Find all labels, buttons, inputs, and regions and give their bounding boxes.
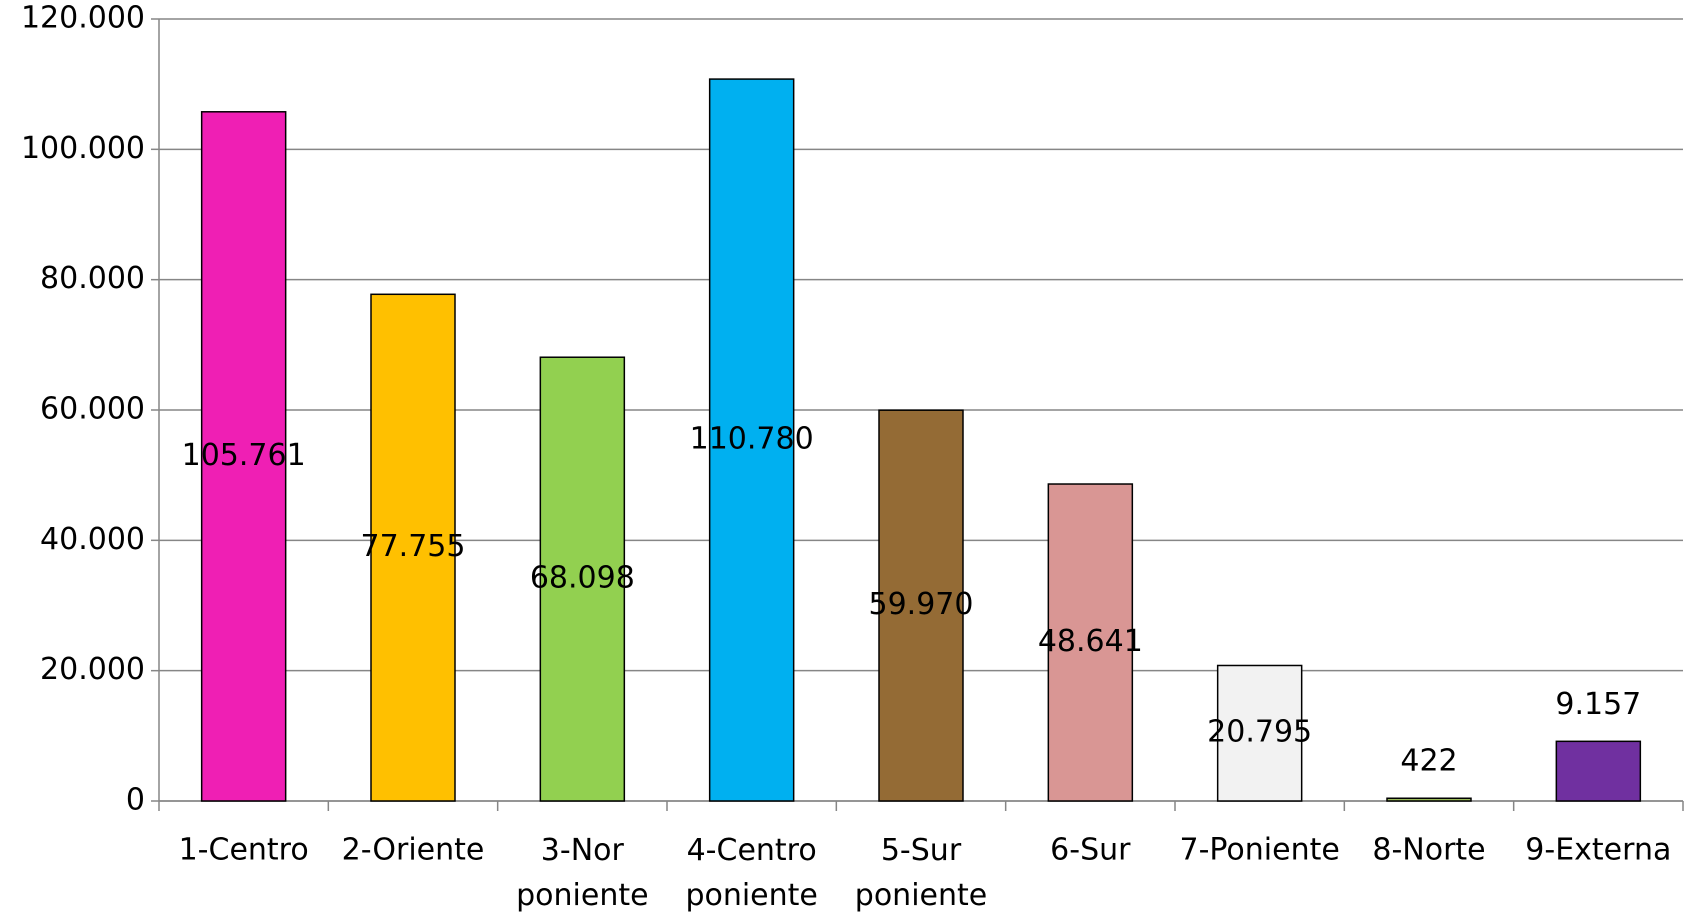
- data-label: 68.098: [530, 561, 635, 596]
- bar: [370, 293, 456, 802]
- bar: [1216, 664, 1303, 802]
- x-tick-label: 2-Oriente: [342, 833, 485, 868]
- data-label: 422: [1400, 744, 1457, 779]
- y-tick-label: 80.000: [40, 261, 145, 296]
- data-label: 77.755: [361, 529, 466, 564]
- x-tick-label: 1-Centro: [179, 833, 309, 868]
- y-tick-label: 40.000: [40, 522, 145, 557]
- data-label: 48.641: [1038, 624, 1143, 659]
- x-tick-label: 8-Norte: [1372, 833, 1485, 868]
- x-tick-label: 4-Centro poniente: [685, 833, 817, 913]
- bar: [878, 409, 964, 802]
- data-label: 59.970: [869, 587, 974, 622]
- bar: [1386, 797, 1472, 802]
- data-label: 105.761: [182, 438, 306, 473]
- data-label: 20.795: [1207, 715, 1312, 750]
- data-label: 9.157: [1555, 687, 1641, 722]
- x-tick-label: 7-Poniente: [1180, 833, 1340, 868]
- y-tick-label: 60.000: [40, 392, 145, 427]
- y-tick-label: 20.000: [40, 652, 145, 687]
- x-tick-label: 6-Sur: [1050, 833, 1131, 868]
- x-tick-label: 9-Externa: [1525, 833, 1671, 868]
- bar: [1047, 483, 1134, 802]
- y-tick-label: 100.000: [21, 131, 145, 166]
- x-tick-label: 3-Nor poniente: [516, 833, 648, 913]
- data-label: 110.780: [690, 422, 814, 457]
- bar: [1555, 740, 1642, 802]
- y-tick-label: 0: [126, 783, 145, 818]
- y-tick-label: 120.000: [21, 1, 145, 36]
- bar: [708, 78, 795, 802]
- bar: [200, 111, 287, 802]
- bar: [539, 356, 626, 802]
- x-tick-label: 5-Sur poniente: [855, 833, 987, 913]
